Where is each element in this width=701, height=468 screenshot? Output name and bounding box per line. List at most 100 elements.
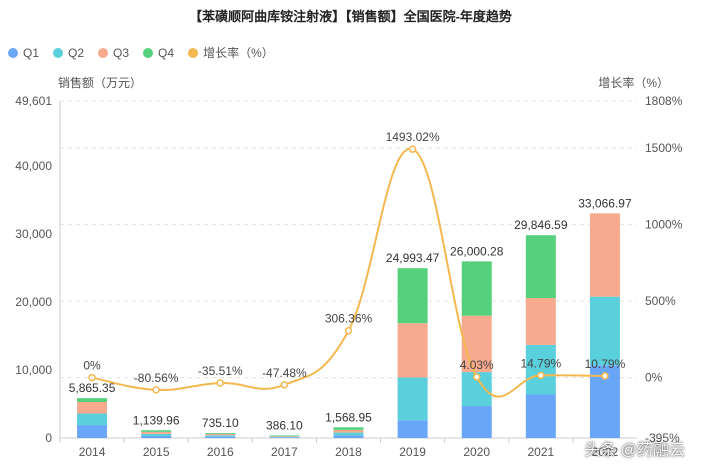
legend-swatch-q3	[98, 47, 109, 58]
growth-point	[280, 381, 289, 389]
x-tick-label: 2014	[79, 445, 106, 459]
growth-label: 1493.02%	[386, 130, 440, 144]
y2-tick-label: 1000%	[645, 218, 683, 232]
legend-swatch-q4	[143, 47, 154, 58]
bar-q4-2017	[269, 435, 300, 436]
total-label: 33,066.97	[578, 196, 632, 210]
bar-q3-2014	[77, 401, 108, 414]
growth-label: 0%	[83, 359, 101, 373]
legend-item-q2[interactable]: Q2	[53, 46, 84, 60]
growth-label: -80.56%	[134, 371, 179, 385]
bar-q1-2020	[461, 406, 492, 438]
bar-q2-2014	[77, 413, 108, 426]
bar-q1-2019	[397, 420, 428, 438]
legend-swatch-growth	[188, 47, 199, 58]
growth-label: 306.36%	[325, 312, 373, 326]
y-tick-label: 10,000	[15, 363, 52, 377]
bar-q4-2014	[77, 398, 108, 402]
watermark: 头条 @药融云	[584, 442, 685, 459]
legend-swatch-q2	[53, 47, 64, 58]
bar-q2-2022	[589, 296, 620, 366]
bar-q2-2016	[205, 435, 236, 437]
y-tick-label: 40,000	[15, 159, 52, 173]
bar-q2-2017	[269, 436, 300, 438]
y-tick-label: 30,000	[15, 227, 52, 241]
legend-label-growth: 增长率（%）	[203, 46, 274, 60]
growth-point	[88, 373, 96, 382]
bar-q3-2016	[205, 433, 236, 436]
x-tick-label: 2019	[399, 445, 426, 459]
bar-q3-2015	[141, 431, 172, 434]
bar-q4-2015	[141, 430, 172, 432]
bar-q2-2019	[397, 377, 428, 421]
x-tick-label: 2016	[207, 445, 234, 459]
x-tick-label: 2017	[271, 445, 298, 459]
growth-point	[537, 371, 545, 380]
y2-tick-label: -395%	[645, 431, 680, 445]
chart-title: 【苯磺顺阿曲库铵注射液】【销售额】全国医院-年度趋势	[189, 9, 512, 24]
bar-q3-2021	[525, 298, 556, 345]
y-tick-label: 0	[45, 431, 52, 445]
growth-label: 10.79%	[585, 357, 626, 371]
bar-q3-2017	[269, 435, 300, 437]
x-tick-label: 2015	[143, 445, 170, 459]
growth-label: 4.03%	[460, 358, 494, 372]
total-label: 29,846.59	[514, 218, 568, 232]
bar-q2-2015	[141, 433, 172, 436]
legend: Q1 Q2 Q3 Q4 增长率（%）	[8, 44, 274, 61]
growth-point	[408, 145, 417, 153]
total-label: 1,568.95	[325, 410, 372, 424]
growth-label: -35.51%	[198, 364, 243, 378]
y-tick-label: 20,000	[15, 295, 52, 309]
total-label: 735.10	[202, 416, 239, 430]
bar-q1-2021	[525, 394, 556, 438]
legend-item-q3[interactable]: Q3	[98, 46, 129, 60]
bar-q4-2020	[461, 261, 492, 316]
bar-q1-2016	[205, 436, 236, 438]
bar-q3-2020	[461, 315, 492, 373]
total-label: 26,000.28	[450, 244, 504, 258]
legend-item-q4[interactable]: Q4	[143, 46, 174, 60]
bar-q1-2018	[333, 435, 364, 438]
bar-q3-2018	[333, 429, 364, 433]
total-label: 1,139.96	[133, 413, 180, 427]
x-tick-label: 2022	[592, 445, 619, 459]
y2-tick-label: 500%	[645, 294, 676, 308]
legend-item-q1[interactable]: Q1	[8, 46, 39, 60]
x-tick-label: 2021	[527, 445, 554, 459]
total-label: 24,993.47	[386, 251, 440, 265]
growth-point	[216, 379, 225, 387]
growth-label: -47.48%	[262, 366, 307, 380]
bar-q4-2021	[525, 235, 556, 299]
bar-q1-2015	[141, 435, 172, 438]
bar-q4-2018	[333, 427, 364, 430]
bar-q3-2019	[397, 323, 428, 378]
legend-swatch-q1	[8, 47, 18, 58]
growth-point	[472, 373, 481, 381]
y2-tick-label: 1500%	[645, 141, 683, 155]
bar-q3-2022	[589, 213, 620, 297]
legend-item-growth[interactable]: 增长率（%）	[188, 44, 274, 61]
y-axis-title: 销售额（万元）	[58, 76, 143, 90]
y2-tick-label: 0%	[645, 371, 663, 385]
legend-label-q4: Q4	[158, 45, 175, 60]
bar-q4-2019	[397, 268, 428, 324]
bar-q2-2021	[525, 344, 556, 395]
y2-axis-title: 增长率（%）	[598, 76, 669, 90]
legend-label-q1: Q1	[23, 45, 40, 60]
total-label: 386.10	[266, 418, 303, 432]
bar-q4-2016	[205, 433, 236, 434]
y-tick-label: 49,601	[15, 94, 52, 108]
growth-point	[152, 386, 160, 394]
bar-q2-2018	[333, 432, 364, 436]
growth-point	[601, 372, 609, 380]
growth-label: 14.79%	[520, 356, 561, 370]
y2-tick-label: 1808%	[645, 94, 683, 108]
total-label: 5,865.35	[69, 381, 116, 395]
bar-q1-2017	[269, 437, 300, 438]
x-tick-label: 2020	[463, 445, 490, 459]
bar-q1-2014	[77, 425, 108, 438]
legend-label-q2: Q2	[68, 45, 85, 60]
